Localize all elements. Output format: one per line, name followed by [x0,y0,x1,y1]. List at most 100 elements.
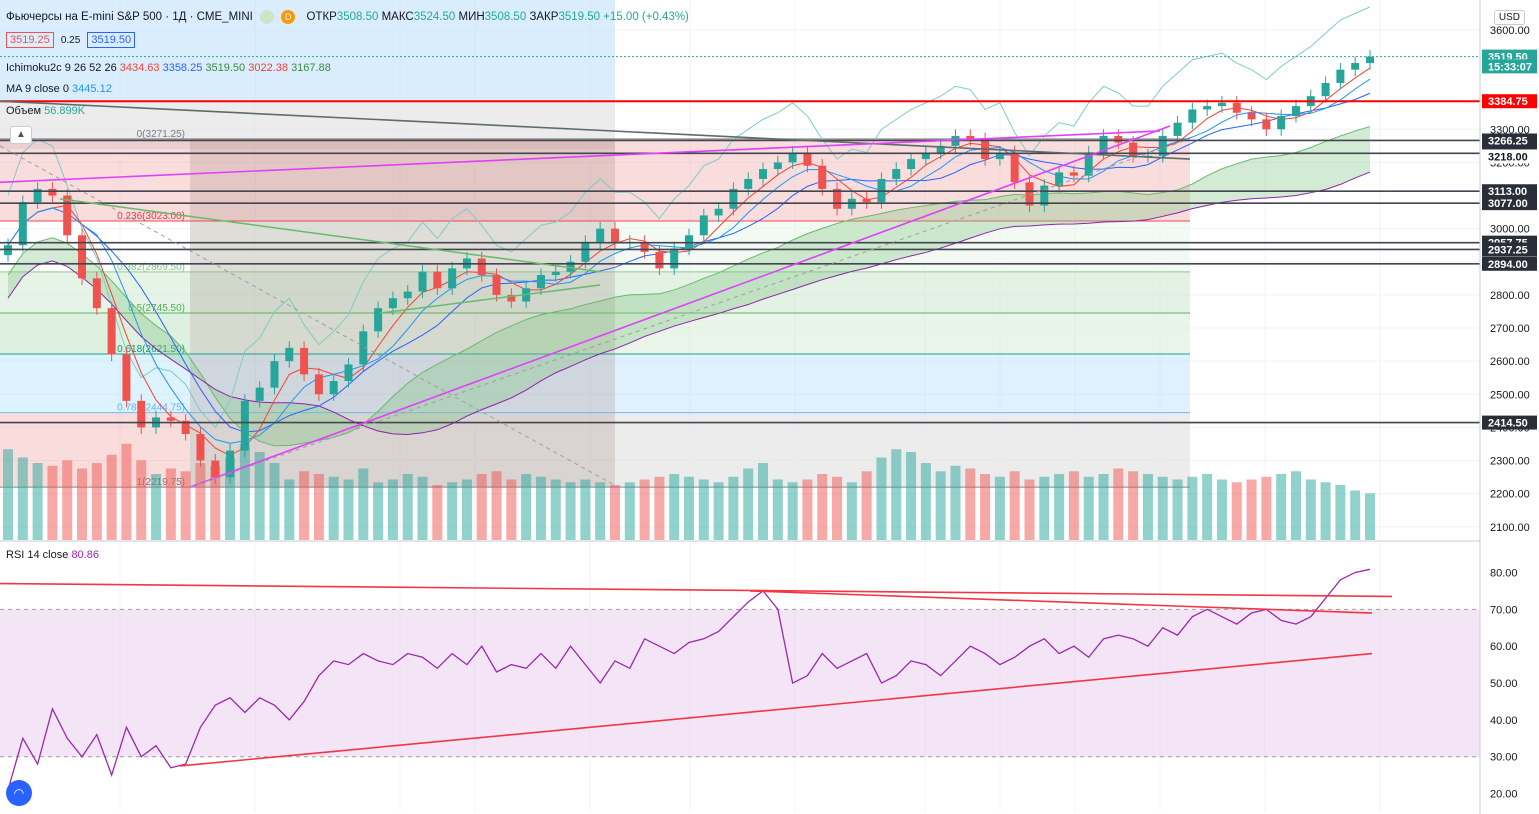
candle-body [744,178,753,189]
volume-bar [1187,476,1198,540]
volume-bar [861,471,872,540]
volume-bar [550,479,561,540]
rsi-tick-2: 60.00 [1490,641,1518,653]
volume-bar [180,471,191,540]
ichimoku-legend[interactable]: Ichimoku2c 9 26 52 26 3434.63 3358.25 35… [6,62,331,74]
price-tick-11: 2200.00 [1490,489,1530,501]
candle-body [1114,135,1123,143]
fib-band-left-3 [0,312,190,355]
price-label-5: 3218.00 [1488,151,1528,163]
volume-bar [1157,476,1168,540]
candle-body [833,188,842,209]
candle-body [1262,119,1271,130]
candle-body [640,241,649,252]
price-label-bg-5 [1482,149,1537,164]
candle-body [1366,56,1374,64]
volume-bar [1305,479,1316,540]
volume-bar [195,463,206,540]
rsi-tick-4: 40.00 [1490,715,1518,727]
volume-bar [654,476,665,540]
volume-bar [239,443,250,540]
fib-label-5: 0.786(2444.75) [117,403,185,414]
candle-body [255,387,264,401]
volume-bar [506,479,517,540]
candle-body [1232,102,1241,113]
price-label-7: 3077.00 [1488,198,1528,210]
price-label-bg-6 [1482,184,1537,199]
candle-body [1158,135,1167,156]
price-label-bg-3 [1482,133,1537,148]
bid-button[interactable]: 3519.25 [6,32,54,48]
volume-bar [328,476,339,540]
volume-bar [447,482,458,540]
volume-bar [387,479,398,540]
candle-body [714,208,723,216]
candle-body [33,188,42,203]
volume-bar [743,468,754,540]
price-label-3: 3266.25 [1488,135,1528,147]
candle-body [862,198,871,203]
span-b-line [7,171,1371,435]
volume-bar [77,468,88,540]
candle-body [729,188,738,209]
fib-band-4 [190,354,1190,413]
volume-bar [1231,482,1242,540]
ichimoku-value-5: 3167.88 [291,62,331,74]
candle-body [610,228,619,242]
volume-bar [565,482,576,540]
candle-body [92,278,101,309]
volume-bar [684,476,694,540]
candle-body [1217,102,1226,107]
candle-body [1203,106,1212,110]
low-value: 3508.50 [484,11,527,24]
candle-body [1040,185,1049,206]
symbol-title: Фьючерсы на E-mini S&P 500 · 1Д · CME_MI… [6,11,253,24]
volume-bar [950,465,961,540]
volume-legend[interactable]: Объем 56.899K [6,105,85,117]
candle-body [1055,172,1064,186]
candle-body [1277,116,1286,130]
candle-body [433,271,442,289]
candle-body [48,188,57,196]
ma-value: 3445.12 [72,83,112,95]
ma-legend[interactable]: MA 9 close 0 3445.12 [6,83,112,95]
volume-bar [535,476,546,540]
price-tick-1: 3300.00 [1490,124,1530,136]
candle-body [314,374,323,395]
open-label: ОТКР [306,11,337,24]
open-value: 3508.50 [336,11,379,24]
close-value: 3519.50 [558,11,601,24]
price-label-bg-11 [1482,415,1537,430]
volume-bar [965,468,976,540]
volume-bar [402,474,413,540]
volume-bar [3,449,13,540]
volume-value: 56.899K [44,105,86,117]
fib-label-2: 0.382(2869.50) [117,262,185,273]
volume-bar [758,463,769,540]
candle-body [166,417,175,421]
volume-bar [1009,471,1020,540]
rsi-legend[interactable]: RSI 14 close 80.86 [6,549,99,561]
candle-body [921,152,930,160]
volume-bar [817,474,828,540]
volume-bar [254,452,265,540]
candle-body [270,361,279,388]
candle-body [699,215,708,236]
candle-body [1010,152,1019,183]
tradingview-logo-icon[interactable]: ◠ [6,780,32,806]
volume-bar [358,468,369,540]
candle-body [107,308,116,355]
high-label: МАКС [381,11,414,24]
fib-label-4: 0.618(2621.50) [117,344,185,355]
candle-body [1247,112,1256,120]
collapse-legend-button[interactable]: ▲ [10,126,32,144]
candle-body [803,152,812,166]
trendline-down [0,100,1191,160]
candle-body [566,261,575,272]
candle-body [1025,182,1034,206]
ask-button[interactable]: 3519.50 [87,32,136,48]
low-label: МИН [458,11,485,24]
currency-button[interactable]: USD [1493,10,1525,25]
candle-body [78,235,87,279]
